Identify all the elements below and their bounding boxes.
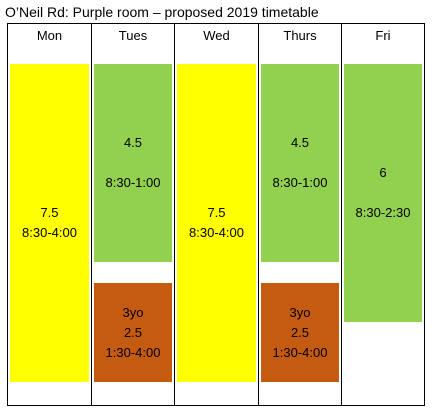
day-header: Mon — [36, 28, 63, 43]
day-column-thurs: Thurs 4.5 8:30-1:00 3yo 2.5 1:30-4:00 — [258, 24, 341, 405]
session-block-morning: 4.5 8:30-1:00 — [261, 64, 339, 262]
day-column-tues: Tues 4.5 8:30-1:00 3yo 2.5 1:30-4:00 — [91, 24, 174, 405]
session-block-morning: 6 8:30-2:30 — [344, 64, 422, 322]
session-block-full-day: 7.5 8:30-4:00 — [177, 64, 256, 382]
session-time: 8:30-1:00 — [105, 175, 161, 190]
session-time: 8:30-2:30 — [355, 205, 411, 220]
day-column-mon: Mon 7.5 8:30-4:00 — [8, 24, 91, 405]
session-hours: 2.5 — [123, 324, 143, 340]
session-time: 8:30-4:00 — [22, 225, 77, 240]
day-header: Tues — [118, 28, 148, 43]
day-column-fri: Fri 6 8:30-2:30 — [341, 24, 424, 405]
session-block-afternoon: 3yo 2.5 1:30-4:00 — [261, 283, 339, 382]
session-time: 1:30-4:00 — [272, 344, 328, 360]
session-group: 3yo — [289, 304, 311, 320]
session-hours: 7.5 — [40, 205, 59, 220]
session-hours: 6 — [379, 165, 387, 180]
timetable-grid: Mon 7.5 8:30-4:00 Tues 4.5 8:30-1:00 3yo… — [7, 23, 425, 406]
session-time: 8:30-4:00 — [189, 225, 244, 240]
session-hours: 2.5 — [290, 324, 310, 340]
day-column-wed: Wed 7.5 8:30-4:00 — [174, 24, 258, 405]
session-hours: 4.5 — [123, 135, 143, 150]
day-header: Thurs — [283, 28, 317, 43]
session-block-morning: 4.5 8:30-1:00 — [94, 64, 172, 262]
session-time: 8:30-1:00 — [272, 175, 328, 190]
session-time: 1:30-4:00 — [105, 344, 161, 360]
session-hours: 4.5 — [290, 135, 310, 150]
day-header: Fri — [375, 28, 391, 43]
day-header: Wed — [203, 28, 230, 43]
session-block-afternoon: 3yo 2.5 1:30-4:00 — [94, 283, 172, 382]
session-block-full-day: 7.5 8:30-4:00 — [10, 64, 89, 382]
session-group: 3yo — [122, 304, 144, 320]
timetable-title: O’Neil Rd: Purple room – proposed 2019 t… — [5, 4, 319, 20]
session-hours: 7.5 — [207, 205, 226, 220]
